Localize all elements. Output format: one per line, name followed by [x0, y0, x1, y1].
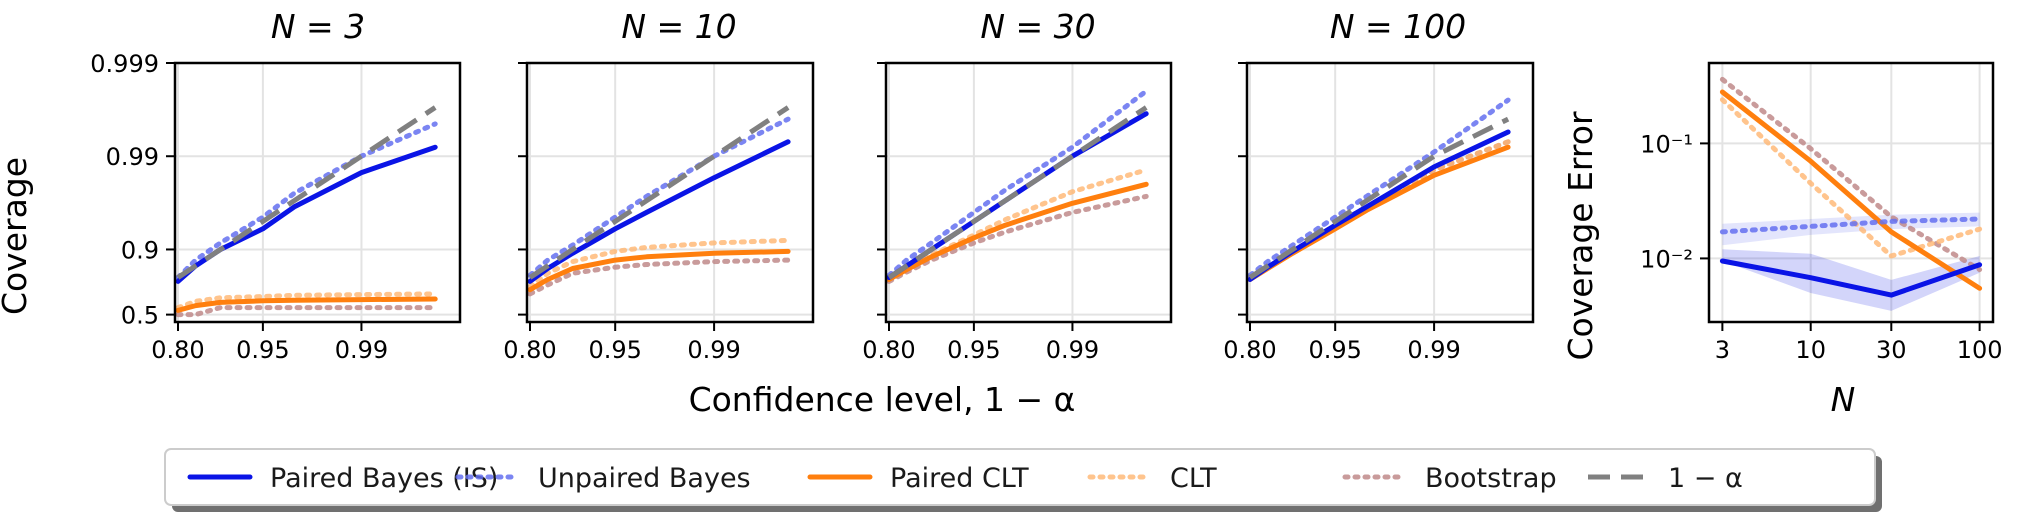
series-line-clt: [527, 237, 791, 290]
legend-label: Bootstrap: [1425, 463, 1557, 494]
panel-title-n30: N = 30: [980, 7, 1095, 46]
panel-4: 0.80 0.95 0.99: [1223, 61, 1535, 364]
x-tick-label: 100: [1957, 336, 2003, 364]
axes-frame: [1707, 61, 1995, 324]
axes-frame: [1245, 61, 1535, 324]
series-line-paired_clt: [527, 248, 791, 293]
series-line-unpaired_bayes: [886, 88, 1149, 278]
y-tick-label: 0.5: [121, 302, 159, 330]
panel-title-n3: N = 3: [271, 7, 365, 46]
series-line-clt: [175, 291, 438, 311]
panel-5: 3 10 30 100 10⁻² 10⁻¹: [1640, 61, 2003, 364]
series-line-nominal: [528, 105, 790, 280]
n-axis-label: N: [1831, 380, 1856, 419]
x-axis-label: Confidence level, 1 − α: [689, 380, 1076, 419]
series-line-bootstrap: [175, 305, 438, 318]
series-line-nominal: [176, 105, 437, 280]
x-tick-label: 0.80: [151, 336, 204, 364]
x-tick-label: 0.95: [1308, 336, 1361, 364]
series-line-paired_clt: [175, 296, 438, 313]
legend-item-nominal: 1 − α: [1588, 463, 1743, 494]
legend: Paired Bayes (IS) Unpaired Bayes Paired CL…: [164, 448, 1882, 512]
panel-title-n100: N = 100: [1330, 7, 1466, 46]
legend-item-unpaired_bayes: Unpaired Bayes: [455, 463, 751, 494]
x-tick-label: 0.80: [1223, 336, 1276, 364]
y-tick-label: 10⁻²: [1640, 245, 1693, 273]
legend-items: Paired Bayes (IS) Unpaired Bayes Paired CL…: [187, 463, 1743, 494]
series-line-nominal: [887, 105, 1148, 280]
x-tick-label: 0.80: [503, 336, 556, 364]
axes-frame: [173, 61, 462, 324]
series-line-unpaired_bayes: [527, 116, 791, 278]
series-line-paired_clt: [1719, 89, 1983, 291]
y-tick-label: 0.99: [106, 143, 159, 171]
coverage-error-axis-label: Coverage Error: [1561, 111, 1600, 360]
series-line-bootstrap: [1719, 76, 1983, 273]
legend-label: Paired CLT: [890, 463, 1029, 494]
axes-frame: [884, 61, 1173, 324]
series-line-nominal: [1248, 116, 1510, 280]
legend-item-paired_clt: Paired CLT: [807, 463, 1029, 494]
band-paired_bayes: [1722, 249, 1980, 311]
x-tick-label: 0.95: [588, 336, 641, 364]
x-tick-label: 0.99: [335, 336, 388, 364]
series-line-paired_clt: [886, 181, 1149, 282]
x-tick-label: 0.95: [947, 336, 1000, 364]
x-tick-label: 0.95: [236, 336, 289, 364]
series-line-bootstrap: [886, 193, 1149, 284]
x-tick-label: 30: [1876, 336, 1907, 364]
x-tick-label: 3: [1715, 336, 1730, 364]
series-line-unpaired_bayes: [1719, 216, 1983, 235]
legend-label: Paired Bayes (IS): [270, 463, 498, 494]
panel-1: 0.80 0.95 0.99 0.5 0.9 0.99 0.999: [90, 50, 462, 364]
panel-2: 0.80 0.95 0.99: [503, 61, 815, 364]
panel-3: 0.80 0.95 0.99: [862, 61, 1173, 364]
series-line-paired_bayes: [175, 144, 438, 284]
legend-item-bootstrap: Bootstrap: [1342, 463, 1557, 494]
y-tick-label: 10⁻¹: [1640, 130, 1693, 158]
series-line-bootstrap: [527, 257, 791, 297]
y-tick-label: 0.999: [90, 50, 159, 78]
x-tick-label: 0.99: [1046, 336, 1099, 364]
legend-item-clt: CLT: [1087, 463, 1217, 494]
legend-label: CLT: [1170, 463, 1217, 494]
x-tick-label: 0.99: [687, 336, 740, 364]
legend-label: Unpaired Bayes: [538, 463, 751, 494]
x-tick-label: 0.99: [1407, 336, 1460, 364]
legend-box: [164, 448, 1876, 506]
series-line-paired_clt: [1247, 144, 1511, 282]
series-line-unpaired_bayes: [1247, 97, 1511, 278]
y-axis-label: Coverage: [0, 157, 34, 315]
axes-frame: [525, 61, 815, 324]
y-tick-label: 0.9: [121, 236, 159, 264]
x-tick-label: 0.80: [862, 336, 915, 364]
series-line-paired_bayes: [1719, 258, 1983, 298]
panel-title-n10: N = 10: [621, 7, 736, 46]
series-line-clt: [1719, 97, 1983, 259]
x-tick-label: 10: [1795, 336, 1826, 364]
legend-label: 1 − α: [1668, 463, 1743, 494]
